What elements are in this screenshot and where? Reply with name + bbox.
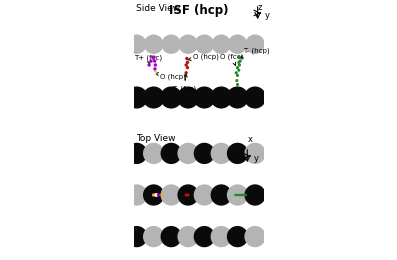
Circle shape: [238, 56, 241, 59]
Text: z: z: [258, 3, 262, 12]
Circle shape: [194, 184, 215, 206]
Circle shape: [195, 34, 214, 54]
Circle shape: [237, 61, 240, 64]
Circle shape: [144, 34, 164, 54]
Circle shape: [160, 143, 182, 164]
Circle shape: [126, 184, 147, 206]
Circle shape: [147, 63, 151, 67]
Circle shape: [245, 226, 266, 247]
Circle shape: [245, 194, 247, 196]
Circle shape: [126, 226, 147, 247]
Circle shape: [186, 66, 189, 69]
Circle shape: [244, 86, 266, 109]
Circle shape: [212, 34, 231, 54]
Text: T+ (fcc): T+ (fcc): [134, 55, 162, 64]
Circle shape: [210, 143, 232, 164]
Circle shape: [152, 72, 155, 75]
Circle shape: [236, 83, 239, 86]
Circle shape: [227, 184, 248, 206]
Circle shape: [245, 34, 265, 54]
Circle shape: [227, 143, 248, 164]
Circle shape: [160, 86, 182, 109]
Circle shape: [143, 226, 164, 247]
Circle shape: [159, 193, 162, 197]
Circle shape: [228, 34, 247, 54]
Circle shape: [177, 226, 199, 247]
Circle shape: [152, 193, 155, 197]
Circle shape: [157, 193, 160, 197]
Text: x: x: [248, 135, 252, 144]
Circle shape: [210, 226, 232, 247]
Circle shape: [187, 193, 190, 197]
Circle shape: [186, 61, 189, 64]
Text: Side View: Side View: [136, 4, 180, 13]
Text: T- (fcc): T- (fcc): [173, 74, 197, 93]
Circle shape: [127, 34, 146, 54]
Circle shape: [177, 184, 199, 206]
Circle shape: [185, 193, 188, 197]
Circle shape: [193, 86, 216, 109]
Circle shape: [154, 63, 157, 67]
Circle shape: [239, 60, 242, 63]
Text: O (hcp): O (hcp): [156, 73, 185, 80]
Circle shape: [143, 143, 164, 164]
Circle shape: [126, 86, 148, 109]
Circle shape: [234, 194, 237, 196]
Text: y: y: [254, 154, 259, 163]
Circle shape: [177, 143, 199, 164]
Circle shape: [185, 71, 188, 74]
Circle shape: [210, 86, 232, 109]
Text: ISF (hcp): ISF (hcp): [169, 4, 228, 17]
Circle shape: [160, 184, 182, 206]
Circle shape: [153, 59, 156, 63]
Circle shape: [241, 194, 244, 196]
Circle shape: [126, 143, 147, 164]
Circle shape: [185, 57, 189, 60]
Circle shape: [245, 184, 266, 206]
Circle shape: [177, 86, 199, 109]
Circle shape: [153, 67, 157, 71]
Circle shape: [143, 86, 165, 109]
Circle shape: [240, 194, 243, 196]
Circle shape: [194, 226, 215, 247]
Circle shape: [162, 34, 181, 54]
Circle shape: [245, 143, 266, 164]
Text: Top View: Top View: [136, 134, 175, 143]
Circle shape: [235, 71, 238, 74]
Circle shape: [238, 63, 241, 67]
Circle shape: [151, 55, 154, 59]
Circle shape: [235, 79, 239, 82]
Circle shape: [236, 74, 239, 77]
Circle shape: [194, 143, 215, 164]
Circle shape: [152, 55, 156, 59]
Circle shape: [238, 194, 241, 196]
Circle shape: [237, 69, 240, 72]
Circle shape: [185, 63, 188, 67]
Text: y: y: [265, 11, 270, 20]
Circle shape: [210, 184, 232, 206]
Text: T- (hcp): T- (hcp): [241, 47, 270, 58]
Circle shape: [178, 34, 198, 54]
Circle shape: [153, 71, 157, 75]
Circle shape: [243, 194, 246, 196]
Circle shape: [231, 193, 234, 197]
Circle shape: [236, 194, 239, 196]
Circle shape: [160, 193, 164, 197]
Circle shape: [227, 226, 248, 247]
Text: O (fcc): O (fcc): [220, 54, 243, 66]
Circle shape: [149, 59, 153, 63]
Circle shape: [226, 86, 249, 109]
Circle shape: [143, 184, 164, 206]
Circle shape: [155, 193, 158, 197]
Circle shape: [236, 66, 239, 69]
Circle shape: [160, 226, 182, 247]
Text: O (hcp): O (hcp): [188, 54, 219, 61]
